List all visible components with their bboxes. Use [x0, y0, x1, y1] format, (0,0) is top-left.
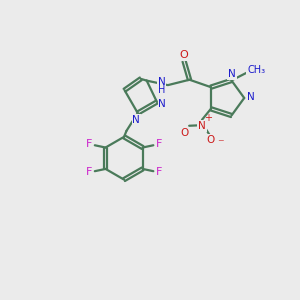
Text: N: N — [247, 92, 255, 102]
Text: H: H — [158, 85, 165, 95]
Text: O: O — [180, 128, 188, 138]
Text: +: + — [205, 113, 212, 123]
Text: N: N — [228, 69, 236, 79]
Text: F: F — [156, 167, 163, 178]
Text: F: F — [85, 139, 92, 149]
Text: N: N — [158, 99, 166, 109]
Text: N: N — [132, 115, 140, 124]
Text: F: F — [85, 167, 92, 178]
Text: N: N — [198, 121, 206, 131]
Text: N: N — [158, 76, 165, 86]
Text: O: O — [207, 135, 215, 145]
Text: F: F — [156, 139, 163, 149]
Text: CH₃: CH₃ — [247, 65, 265, 75]
Text: O: O — [179, 50, 188, 60]
Text: ⁻: ⁻ — [218, 137, 224, 150]
